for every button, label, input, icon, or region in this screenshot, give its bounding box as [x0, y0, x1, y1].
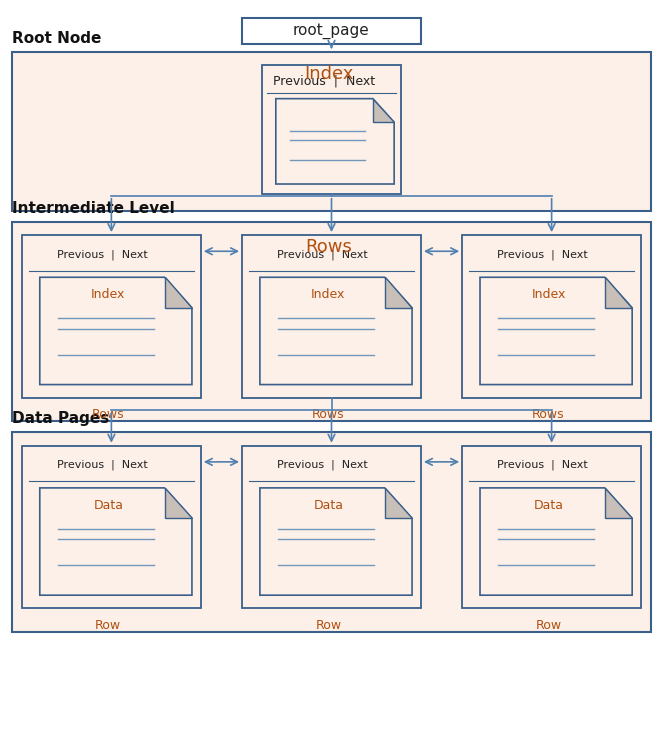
- Text: Rows: Rows: [92, 408, 125, 421]
- Text: Previous  |  Next: Previous | Next: [277, 249, 368, 260]
- Polygon shape: [260, 277, 412, 384]
- FancyBboxPatch shape: [22, 235, 201, 398]
- Text: Index: Index: [311, 288, 345, 302]
- FancyBboxPatch shape: [22, 446, 201, 608]
- Text: Root Node: Root Node: [12, 31, 101, 46]
- FancyBboxPatch shape: [12, 52, 651, 211]
- Text: Previous  |  Next: Previous | Next: [57, 460, 148, 471]
- Text: Row: Row: [536, 619, 562, 632]
- Text: Data: Data: [534, 499, 564, 512]
- Text: Rows: Rows: [306, 237, 353, 256]
- Polygon shape: [164, 488, 192, 519]
- Polygon shape: [480, 277, 633, 384]
- Text: Previous  |  Next: Previous | Next: [273, 74, 376, 87]
- FancyBboxPatch shape: [462, 235, 641, 398]
- Polygon shape: [276, 98, 394, 184]
- Text: Row: Row: [316, 619, 341, 632]
- Polygon shape: [385, 488, 412, 519]
- Text: Previous  |  Next: Previous | Next: [497, 460, 588, 471]
- Text: Previous  |  Next: Previous | Next: [497, 249, 588, 260]
- Polygon shape: [480, 488, 633, 595]
- FancyBboxPatch shape: [242, 235, 421, 398]
- Polygon shape: [373, 98, 394, 123]
- Text: root_page: root_page: [293, 24, 370, 39]
- Text: Index: Index: [91, 288, 125, 302]
- Polygon shape: [40, 277, 192, 384]
- FancyBboxPatch shape: [462, 446, 641, 608]
- Polygon shape: [260, 488, 412, 595]
- Text: Data: Data: [93, 499, 123, 512]
- FancyBboxPatch shape: [12, 222, 651, 421]
- Text: Intermediate Level: Intermediate Level: [12, 201, 174, 216]
- Text: Rows: Rows: [312, 408, 345, 421]
- Text: Data: Data: [314, 499, 343, 512]
- Text: Index: Index: [531, 288, 566, 302]
- FancyBboxPatch shape: [262, 65, 401, 194]
- Polygon shape: [40, 488, 192, 595]
- Text: Rows: Rows: [532, 408, 565, 421]
- Polygon shape: [605, 488, 633, 519]
- Polygon shape: [164, 277, 192, 308]
- FancyBboxPatch shape: [242, 18, 421, 44]
- Polygon shape: [605, 277, 633, 308]
- Text: Previous  |  Next: Previous | Next: [57, 249, 148, 260]
- Text: Index: Index: [304, 64, 354, 83]
- Text: Row: Row: [95, 619, 121, 632]
- Text: Data Pages: Data Pages: [12, 412, 109, 426]
- FancyBboxPatch shape: [12, 432, 651, 632]
- Polygon shape: [385, 277, 412, 308]
- Text: Previous  |  Next: Previous | Next: [277, 460, 368, 471]
- FancyBboxPatch shape: [242, 446, 421, 608]
